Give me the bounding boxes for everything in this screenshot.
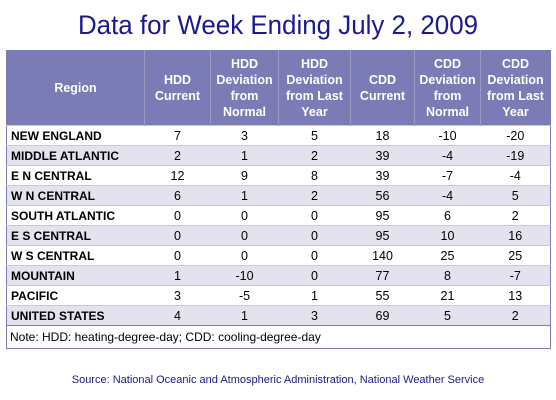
- value-cell: 1: [278, 285, 351, 306]
- value-cell: -20: [480, 125, 551, 146]
- value-cell: 8: [278, 165, 351, 186]
- value-cell: 0: [144, 245, 211, 266]
- column-header: Region: [6, 50, 145, 126]
- value-cell: 4: [144, 305, 211, 326]
- region-cell: UNITED STATES: [6, 305, 145, 326]
- value-cell: 2: [278, 145, 351, 166]
- value-cell: 3: [210, 125, 279, 146]
- value-cell: 21: [414, 285, 481, 306]
- column-header: HDD Deviation from Normal: [210, 50, 279, 126]
- value-cell: 1: [210, 145, 279, 166]
- value-cell: 25: [414, 245, 481, 266]
- value-cell: 56: [350, 185, 415, 206]
- region-cell: MIDDLE ATLANTIC: [6, 145, 145, 166]
- value-cell: 39: [350, 145, 415, 166]
- value-cell: 1: [144, 265, 211, 286]
- value-cell: 0: [278, 265, 351, 286]
- value-cell: 0: [210, 225, 279, 246]
- value-cell: -4: [414, 185, 481, 206]
- value-cell: -4: [480, 165, 551, 186]
- value-cell: 10: [414, 225, 481, 246]
- value-cell: 0: [144, 205, 211, 226]
- value-cell: 9: [210, 165, 279, 186]
- value-cell: -10: [414, 125, 481, 146]
- region-cell: W N CENTRAL: [6, 185, 145, 206]
- value-cell: 2: [144, 145, 211, 166]
- region-cell: W S CENTRAL: [6, 245, 145, 266]
- value-cell: 8: [414, 265, 481, 286]
- value-cell: 18: [350, 125, 415, 146]
- value-cell: 55: [350, 285, 415, 306]
- value-cell: 39: [350, 165, 415, 186]
- value-cell: 140: [350, 245, 415, 266]
- value-cell: -10: [210, 265, 279, 286]
- value-cell: 0: [144, 225, 211, 246]
- note-row: Note: HDD: heating-degree-day; CDD: cool…: [6, 325, 551, 349]
- region-cell: PACIFIC: [6, 285, 145, 306]
- value-cell: 0: [278, 225, 351, 246]
- value-cell: -4: [414, 145, 481, 166]
- value-cell: 7: [144, 125, 211, 146]
- table-row: PACIFIC 3 -5 1 55 21 13: [6, 285, 551, 306]
- table-row: UNITED STATES 4 1 3 69 5 2: [6, 305, 551, 326]
- column-header: CDD Deviation from Last Year: [480, 50, 551, 126]
- table-row: W N CENTRAL 6 1 2 56 -4 5: [6, 185, 551, 206]
- value-cell: 1: [210, 185, 279, 206]
- column-header: HDD Current: [144, 50, 211, 126]
- value-cell: 2: [278, 185, 351, 206]
- region-cell: E S CENTRAL: [6, 225, 145, 246]
- table-row: E N CENTRAL 12 9 8 39 -7 -4: [6, 165, 551, 186]
- value-cell: 1: [210, 305, 279, 326]
- value-cell: 3: [144, 285, 211, 306]
- region-cell: E N CENTRAL: [6, 165, 145, 186]
- value-cell: 3: [278, 305, 351, 326]
- value-cell: 6: [144, 185, 211, 206]
- table-row: MOUNTAIN 1 -10 0 77 8 -7: [6, 265, 551, 286]
- value-cell: -7: [480, 265, 551, 286]
- table-row: E S CENTRAL 0 0 0 95 10 16: [6, 225, 551, 246]
- value-cell: 95: [350, 205, 415, 226]
- value-cell: 2: [480, 305, 551, 326]
- value-cell: 13: [480, 285, 551, 306]
- value-cell: 0: [210, 245, 279, 266]
- value-cell: 5: [278, 125, 351, 146]
- region-cell: SOUTH ATLANTIC: [6, 205, 145, 226]
- value-cell: 5: [480, 185, 551, 206]
- table-row: W S CENTRAL 0 0 0 140 25 25: [6, 245, 551, 266]
- value-cell: 77: [350, 265, 415, 286]
- table-body: NEW ENGLAND 7 3 5 18 -10 -20 MIDDLE ATLANTIC 2 1 2…: [6, 125, 551, 326]
- column-header: CDD Deviation from Normal: [414, 50, 481, 126]
- page-title: Data for Week Ending July 2, 2009: [77, 10, 479, 40]
- source-text: Source: National Oceanic and Atmospheric…: [71, 374, 485, 386]
- table-header-row: Region HDD Current HDD Deviation from No…: [6, 50, 551, 126]
- table-note: Note: HDD: heating-degree-day; CDD: cool…: [6, 325, 551, 349]
- value-cell: -7: [414, 165, 481, 186]
- value-cell: 16: [480, 225, 551, 246]
- value-cell: 5: [414, 305, 481, 326]
- column-header: HDD Deviation from Last Year: [278, 50, 351, 126]
- value-cell: 95: [350, 225, 415, 246]
- value-cell: -5: [210, 285, 279, 306]
- region-cell: MOUNTAIN: [6, 265, 145, 286]
- table-row: MIDDLE ATLANTIC 2 1 2 39 -4 -19: [6, 145, 551, 166]
- region-cell: NEW ENGLAND: [6, 125, 145, 146]
- value-cell: 0: [210, 205, 279, 226]
- value-cell: 12: [144, 165, 211, 186]
- table-row: NEW ENGLAND 7 3 5 18 -10 -20: [6, 125, 551, 146]
- value-cell: -19: [480, 145, 551, 166]
- column-header: CDD Current: [350, 50, 415, 126]
- value-cell: 69: [350, 305, 415, 326]
- data-table: Region HDD Current HDD Deviation from No…: [6, 50, 551, 349]
- value-cell: 0: [278, 245, 351, 266]
- value-cell: 2: [480, 205, 551, 226]
- value-cell: 6: [414, 205, 481, 226]
- value-cell: 0: [278, 205, 351, 226]
- table-row: SOUTH ATLANTIC 0 0 0 95 6 2: [6, 205, 551, 226]
- value-cell: 25: [480, 245, 551, 266]
